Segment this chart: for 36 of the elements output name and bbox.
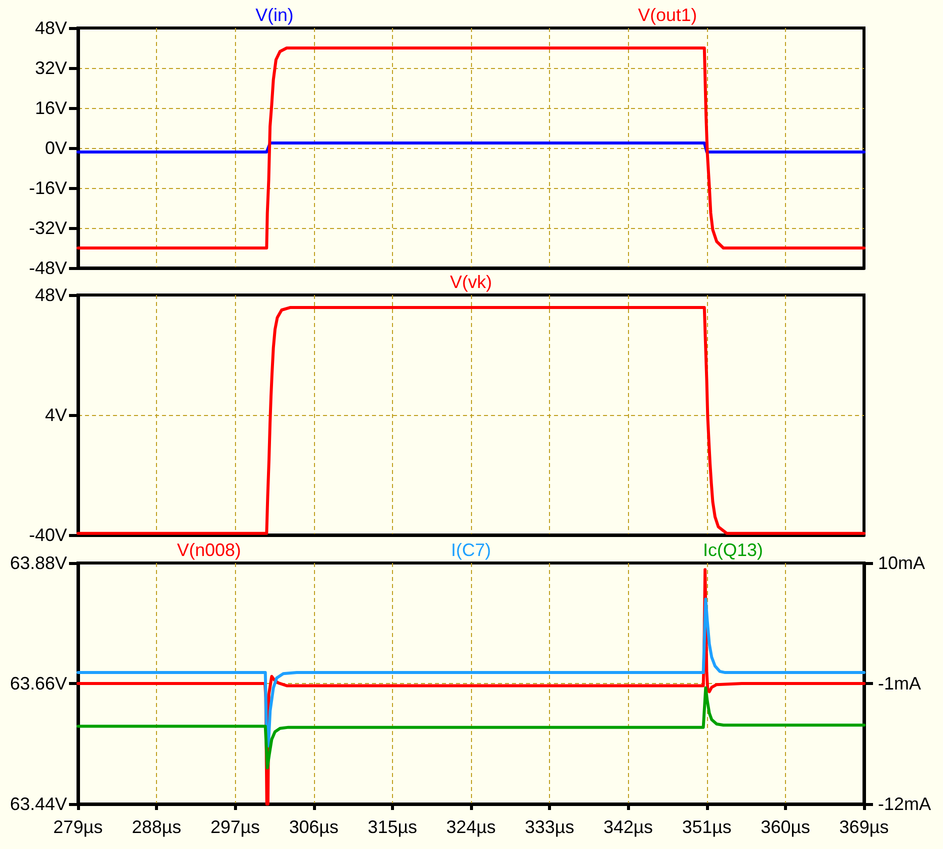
x-tick-label: 360µs [760, 817, 810, 837]
y2-tick-label: -1mA [878, 674, 922, 694]
y-tick-label: 63.88V [10, 553, 67, 573]
x-tick-label: 297µs [210, 817, 260, 837]
line-series [76, 686, 866, 770]
series-label: V(vk) [450, 272, 492, 292]
x-tick-label: 351µs [682, 817, 732, 837]
y-tick-label: -40V [28, 525, 67, 545]
y-tick-label: 4V [44, 405, 67, 425]
x-tick-label: 288µs [132, 817, 182, 837]
y-tick-label: 63.44V [10, 794, 67, 814]
x-tick-label: 324µs [446, 817, 496, 837]
y-tick-label: -32V [28, 218, 67, 238]
y-tick-label: -48V [28, 258, 67, 278]
y-tick-label: 16V [34, 98, 67, 118]
x-tick-label: 315µs [368, 817, 418, 837]
line-series [76, 598, 866, 748]
line-series [76, 46, 866, 250]
text: Ic(Q13) [702, 540, 764, 560]
x-tick-label: 342µs [603, 817, 653, 837]
text: I(C7) [451, 540, 491, 560]
series-label: V(out1) [638, 5, 698, 25]
x-tick-label: 279µs [53, 817, 103, 837]
y2-tick-label: 10mA [878, 553, 926, 573]
x-tick-label: 369µs [839, 817, 889, 837]
x-tick-label: 306µs [289, 817, 339, 837]
y-tick-label: 48V [34, 18, 67, 38]
y-tick-label: 32V [34, 58, 67, 78]
text: V(n008) [176, 540, 242, 560]
y2-tick-label: -12mA [878, 794, 932, 814]
y-tick-label: 63.66V [10, 674, 67, 694]
y-tick-label: 48V [34, 285, 67, 305]
text: V(in) [256, 5, 294, 25]
y-tick-label: -16V [28, 178, 67, 198]
x-tick-label: 333µs [524, 817, 574, 837]
y-tick-label: 0V [44, 138, 67, 158]
